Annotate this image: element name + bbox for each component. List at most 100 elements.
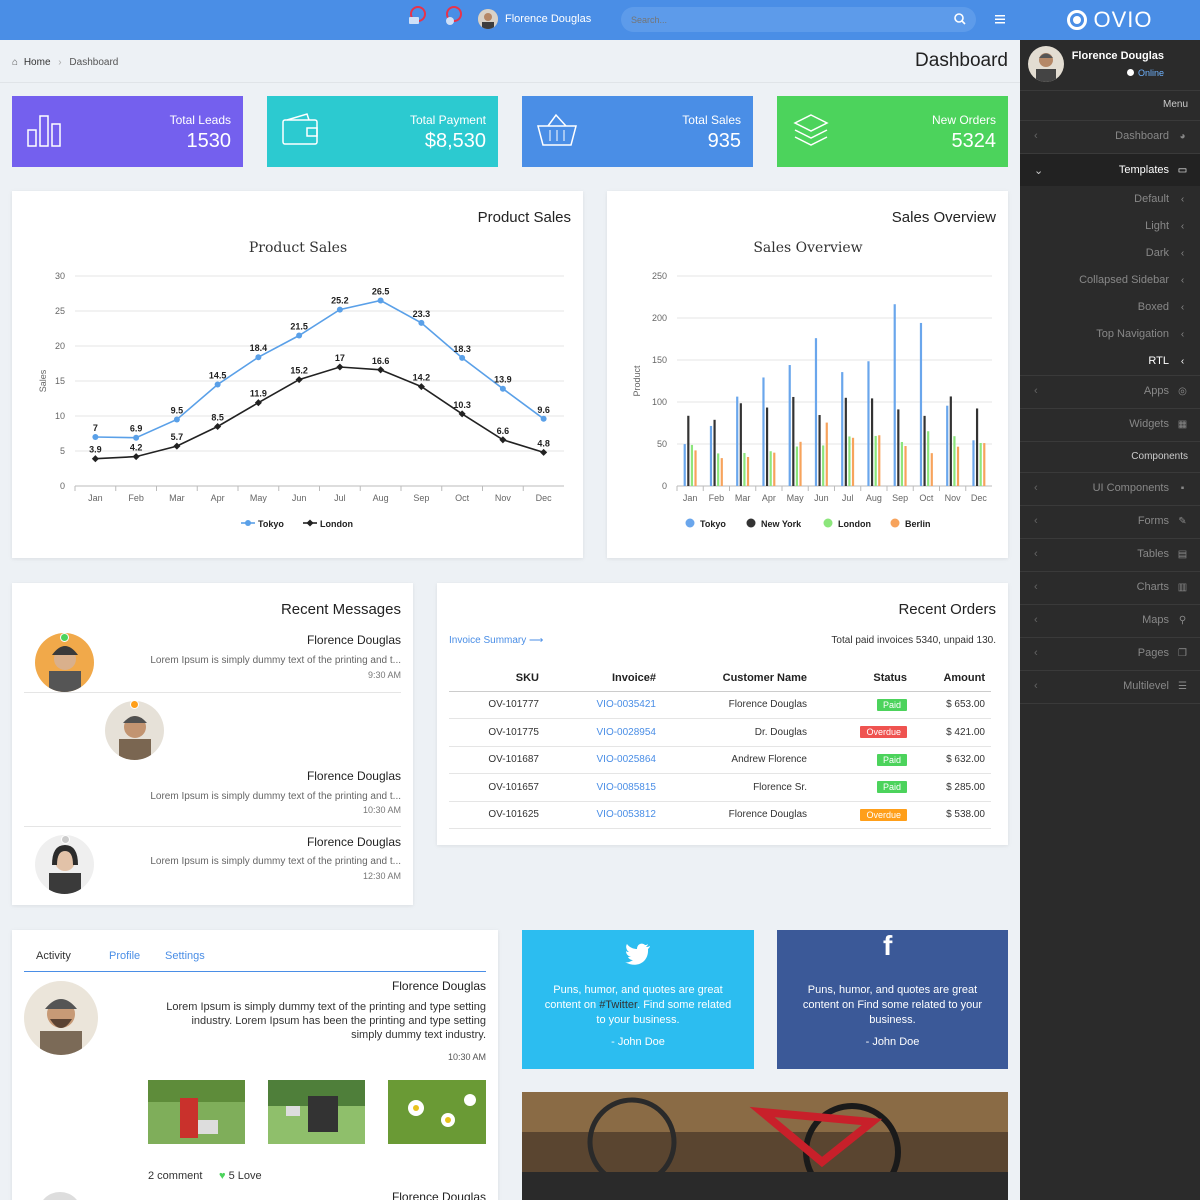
topbar-username[interactable]: Florence Douglas [505, 13, 592, 25]
bar-new-york[interactable] [765, 407, 769, 486]
comment-count[interactable]: 2 comment [148, 1170, 203, 1182]
legend-label[interactable]: Tokyo [258, 519, 284, 529]
data-point[interactable] [296, 332, 303, 339]
bar-tokyo[interactable] [867, 361, 870, 486]
sidebar-item-multilevel[interactable]: ‹ Multilevel ☰ [1020, 671, 1200, 701]
bar-tokyo[interactable] [972, 440, 975, 486]
table-row[interactable]: OV-101625 VIO-0053812 Florence Douglas Over… [449, 801, 991, 829]
column-header[interactable]: Invoice# [545, 665, 662, 692]
data-point[interactable] [133, 434, 140, 441]
data-point[interactable] [336, 306, 343, 313]
search-icon[interactable] [954, 13, 966, 28]
brand-logo[interactable]: OVIO [1020, 0, 1200, 40]
legend-label[interactable]: New York [761, 519, 802, 529]
column-header[interactable]: Status [813, 665, 913, 692]
sidebar-item-tables[interactable]: ‹ Tables ▤ [1020, 539, 1200, 569]
bar-berlin[interactable] [851, 437, 855, 486]
data-point[interactable] [499, 436, 507, 444]
message-sender[interactable]: Florence Douglas [306, 769, 401, 783]
activity-author[interactable]: Florence Douglas [391, 979, 486, 993]
sidebar-subitem-dark[interactable]: Dark ‹ [1020, 238, 1200, 268]
bar-london[interactable] [927, 431, 930, 486]
notification-icon[interactable] [405, 6, 427, 28]
tab-profile[interactable]: Profile [109, 950, 141, 962]
sidebar-item-templates[interactable]: ⌄ Templates ▭ [1020, 154, 1200, 186]
data-point[interactable] [418, 319, 425, 326]
sidebar-item-charts[interactable]: ‹ Charts ▥ [1020, 572, 1200, 602]
data-point[interactable] [91, 455, 99, 463]
data-point[interactable] [254, 399, 262, 407]
data-point[interactable] [173, 442, 181, 450]
bar-london[interactable] [795, 446, 799, 486]
bar-london[interactable] [743, 452, 746, 486]
sidebar-subitem-collapsed[interactable]: Collapsed Sidebar ‹ [1020, 265, 1200, 295]
sidebar-item-ui-components[interactable]: ‹ UI Components ▪ [1020, 473, 1200, 503]
facebook-icon[interactable]: f [883, 930, 893, 961]
legend-label[interactable]: London [838, 519, 871, 529]
table-row[interactable]: OV-101775 VIO-0028954 Dr. Douglas Overdue $ … [449, 718, 991, 747]
bar-tokyo[interactable] [788, 365, 791, 486]
invoice-cell[interactable]: VIO-0025864 [545, 746, 662, 774]
sidebar-item-widgets[interactable]: Widgets ▦ [1020, 409, 1200, 439]
invoice-cell[interactable]: VIO-0035421 [545, 691, 662, 719]
bar-new-york[interactable] [870, 398, 874, 486]
bar-new-york[interactable] [739, 403, 742, 486]
bar-berlin[interactable] [904, 446, 907, 486]
bar-berlin[interactable] [720, 458, 723, 486]
data-point[interactable] [377, 366, 385, 374]
tab-activity[interactable]: Activity [36, 950, 71, 962]
bicycle-photo[interactable] [522, 1092, 1008, 1200]
bar-tokyo[interactable] [683, 444, 686, 486]
bar-tokyo[interactable] [814, 338, 818, 486]
activity-author-2[interactable]: Florence Douglas [391, 1190, 486, 1200]
legend-label[interactable]: Tokyo [700, 519, 726, 529]
sidebar-subitem-boxed[interactable]: Boxed ‹ [1020, 292, 1200, 322]
message-icon[interactable] [441, 6, 463, 28]
column-header[interactable]: Customer Name [662, 665, 813, 692]
bar-new-york[interactable] [949, 396, 952, 486]
daisies-photo[interactable] [388, 1080, 486, 1144]
breadcrumb-home[interactable]: Home [23, 57, 51, 68]
sidebar-subitem-default[interactable]: Default ‹ [1020, 184, 1200, 214]
twitter-icon[interactable] [625, 943, 651, 965]
data-point[interactable] [377, 297, 384, 304]
bar-berlin[interactable] [773, 452, 776, 486]
bar-new-york[interactable] [923, 415, 926, 486]
sidebar-item-maps[interactable]: ‹ Maps ⚲ [1020, 605, 1200, 635]
sidebar-username[interactable]: Florence Douglas [1071, 50, 1164, 62]
data-point[interactable] [214, 381, 221, 388]
bar-london[interactable] [769, 451, 772, 486]
bar-new-york[interactable] [844, 397, 847, 486]
search-input[interactable] [631, 12, 931, 27]
bar-london[interactable] [822, 445, 825, 486]
stat-total-sales[interactable]: Total Sales 935 [522, 96, 753, 167]
sidebar-item-pages[interactable]: ‹ Pages ❐ [1020, 638, 1200, 668]
legend-label[interactable]: London [320, 519, 353, 529]
bar-london[interactable] [953, 436, 956, 486]
bar-berlin[interactable] [825, 422, 828, 486]
message-sender[interactable]: Florence Douglas [306, 835, 401, 849]
stat-new-orders[interactable]: New Orders 5324 [777, 96, 1008, 167]
invoice-cell[interactable]: VIO-0085815 [545, 773, 662, 802]
bar-london[interactable] [717, 453, 720, 486]
column-header[interactable]: Amount [913, 665, 991, 692]
sidebar-item-dashboard[interactable]: ‹ Dashboard ◕ [1020, 121, 1200, 151]
data-point[interactable] [540, 415, 547, 422]
golf-cart-photo[interactable] [268, 1080, 365, 1144]
bar-new-york[interactable] [975, 408, 979, 486]
legend-label[interactable]: Berlin [905, 519, 931, 529]
bar-london[interactable] [979, 442, 982, 486]
invoice-cell[interactable]: VIO-0053812 [545, 801, 662, 829]
table-row[interactable]: OV-101687 VIO-0025864 Andrew Florence Paid $… [449, 746, 991, 774]
sidebar-avatar[interactable] [1028, 46, 1064, 82]
data-point[interactable] [336, 363, 344, 371]
sidebar-subitem-topnav[interactable]: Top Navigation ‹ [1020, 319, 1200, 349]
bar-london[interactable] [874, 435, 877, 486]
bar-berlin[interactable] [878, 435, 881, 486]
bar-tokyo[interactable] [919, 322, 923, 486]
bar-tokyo[interactable] [946, 405, 949, 486]
sidebar-subitem-light[interactable]: Light ‹ [1020, 211, 1200, 241]
avatar[interactable] [35, 633, 94, 692]
love-count[interactable]: ♥ 5 Love [219, 1170, 262, 1182]
data-point[interactable] [458, 410, 466, 418]
